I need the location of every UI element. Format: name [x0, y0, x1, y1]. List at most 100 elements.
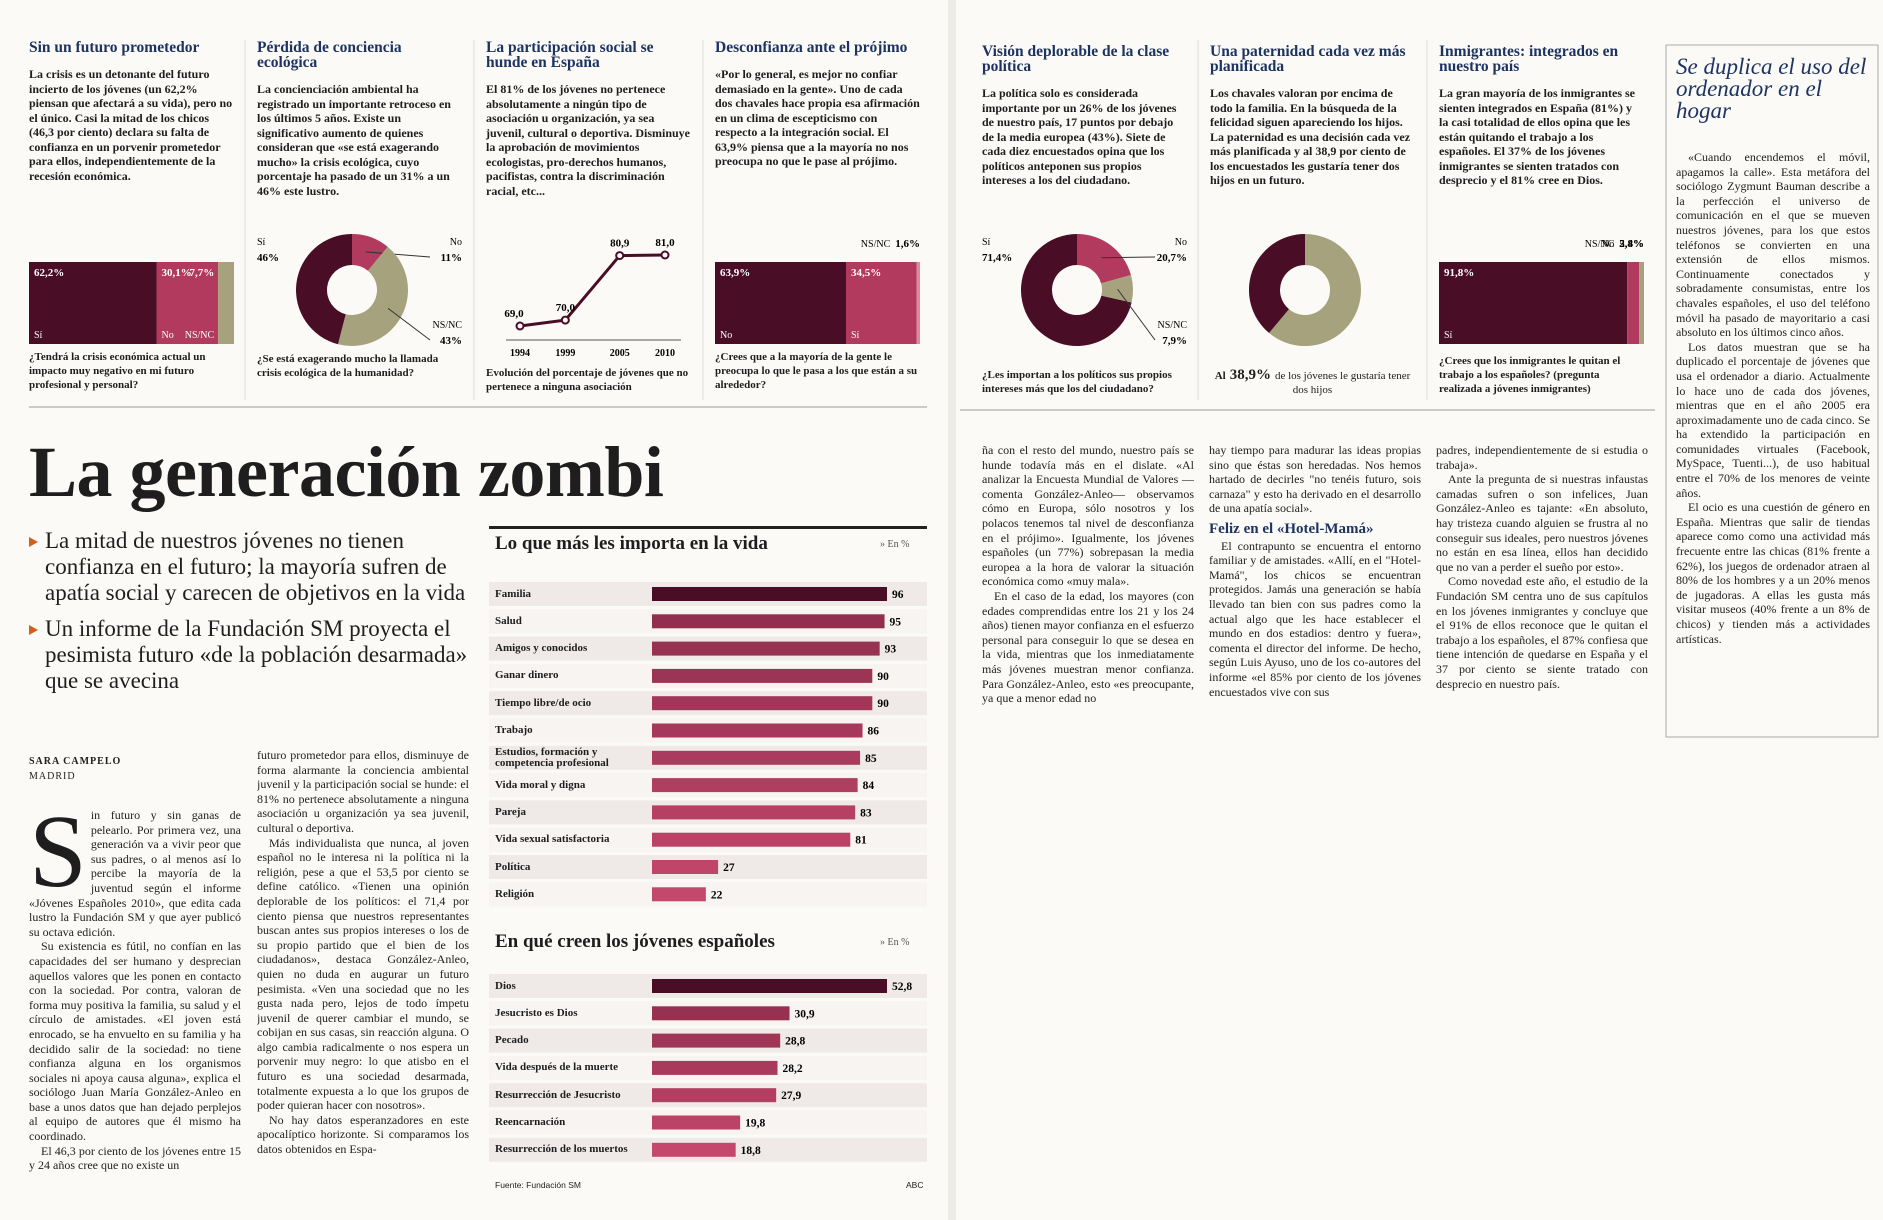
- sidebar-title: Se duplica el uso del ordenador en el ho…: [1676, 54, 1867, 123]
- segment-name: NS/NC: [861, 239, 891, 250]
- bar: [652, 614, 885, 629]
- leader-line: [387, 307, 431, 341]
- sidebar-box: [1665, 44, 1879, 738]
- paragraph: Su existencia es fútil, no confían en la…: [29, 939, 241, 1143]
- bar: [652, 979, 887, 993]
- paragraph: Como novedad este año, el estudio de la …: [1436, 574, 1648, 691]
- point-label: 70,0: [556, 302, 576, 314]
- segment-name: No: [162, 330, 174, 341]
- segment-name: NS/NC: [1158, 320, 1188, 331]
- byline-place: MADRID: [29, 771, 76, 782]
- value-label: 95: [890, 616, 902, 628]
- segment-label: 7,9%: [1162, 335, 1187, 347]
- bar: [652, 887, 706, 902]
- segment-name: NS/NC: [185, 330, 215, 341]
- bar: [652, 1115, 741, 1130]
- category-label: Jesucristo es Dios: [495, 1006, 578, 1019]
- sidebar-body: «Cuando encendemos el móvil, apagamos la…: [1676, 150, 1870, 646]
- value-label: 27: [723, 862, 735, 874]
- panel-text: El 81% de los jóvenes no pertenece absol…: [486, 82, 691, 198]
- category-label: Tiempo libre/de ocio: [495, 696, 592, 709]
- category-label: Religión: [495, 887, 535, 900]
- x-tick-label: 1994: [510, 348, 530, 359]
- panel-caption: ¿Se está exagerando mucho la llamada cri…: [257, 353, 439, 379]
- paragraph: El ocio es una cuestión de género en Esp…: [1676, 500, 1870, 646]
- paragraph: «Cuando encendemos el móvil, apagamos la…: [1676, 150, 1870, 340]
- panel: Desconfianza ante el prójimo «Por lo gene…: [715, 40, 920, 169]
- caption-number: 38,9%: [1229, 367, 1271, 383]
- paragraph-text: padres, independientemente de si estudia…: [1436, 443, 1648, 472]
- article-column: ña con el resto del mundo, nuestro país …: [982, 443, 1194, 743]
- value-label: 27,9: [781, 1090, 801, 1102]
- line-point: [560, 315, 570, 325]
- caption-text: de los jóvenes le gustaría tener dos hij…: [1274, 370, 1411, 396]
- donut-segment: [1077, 234, 1131, 284]
- bar: [652, 750, 861, 765]
- point-label: 81,0: [655, 237, 675, 249]
- value-label: 90: [877, 698, 889, 710]
- line-point: [660, 250, 670, 260]
- bar: [652, 860, 719, 874]
- segment-name: No: [450, 237, 462, 248]
- paragraph-text: Más individualista que nunca, al joven e…: [257, 835, 469, 1113]
- panel-caption: Evolución del porcentaje de jóvenes que …: [486, 367, 689, 393]
- donut-segment: [1249, 234, 1305, 333]
- bar: [652, 723, 863, 738]
- panel-text: La concienciación ambiental ha registrad…: [257, 82, 451, 198]
- value-label: 93: [885, 644, 897, 656]
- value-label: 84: [863, 780, 875, 792]
- bar: [652, 1088, 777, 1103]
- value-label: 81: [855, 835, 867, 847]
- value-label: 19,8: [745, 1118, 765, 1130]
- paragraph: Ante la pregunta de si nuestras infausta…: [1436, 472, 1648, 574]
- paragraph-text: hay tiempo para madurar las ideas propia…: [1209, 443, 1421, 516]
- segment-label: 20,7%: [1157, 252, 1187, 264]
- bar: [652, 1060, 778, 1075]
- caption-text: Al: [1214, 370, 1226, 382]
- sidebar: Se duplica el uso del ordenador en el ho…: [1676, 54, 1870, 646]
- segment-name: No: [1602, 239, 1614, 250]
- category-label: Trabajo: [495, 724, 533, 736]
- donut-segment: [296, 234, 352, 345]
- bar-segment: [29, 262, 157, 344]
- value-label: 90: [877, 671, 889, 683]
- segment-label: 46%: [257, 252, 279, 264]
- value-label: 28,8: [785, 1036, 805, 1048]
- donut-segment: [1101, 275, 1133, 303]
- value-label: 85: [865, 753, 877, 765]
- bullet: Un informe de la Fundación SM proyecta e…: [29, 616, 469, 694]
- bar-segment: [156, 262, 219, 344]
- x-tick-label: 1999: [555, 348, 575, 359]
- subhead: Feliz en el «Hotel-Mamá»: [1209, 520, 1374, 537]
- article-column: padres, independientemente de si estudia…: [1436, 443, 1648, 743]
- category-label: Familia: [495, 587, 532, 600]
- bar: [652, 1033, 781, 1048]
- credit: ABC: [906, 1180, 924, 1190]
- row-band: [489, 882, 927, 907]
- value-label: 96: [892, 589, 904, 601]
- panel-title: Visión deplorable de la clase política: [982, 43, 1170, 75]
- paragraph: No hay datos esperanzadores en este apoc…: [257, 1113, 469, 1157]
- source: Fuente: Fundación SM: [495, 1180, 581, 1190]
- donut-segment: [338, 246, 409, 346]
- paragraph: En el caso de la edad, los mayores (con …: [982, 589, 1194, 706]
- bullet: La mitad de nuestros jóvenes no tienen c…: [29, 528, 469, 606]
- paragraph: Los datos muestran que se ha duplicado e…: [1676, 339, 1870, 500]
- segment-name: NS/NC: [1585, 239, 1615, 250]
- paragraph-text: ña con el resto del mundo, nuestro país …: [982, 443, 1194, 589]
- panel-text: La crisis es un detonante del futuro inc…: [29, 67, 233, 183]
- bar-segment: [916, 262, 920, 344]
- panel: Sin un futuro prometedor La crisis es un …: [29, 40, 234, 183]
- chart-title: Lo que más les importa en la vida: [495, 533, 768, 554]
- panel-title: Inmigrantes: integrados en nuestro país: [1439, 43, 1619, 75]
- category-label: Estudios, formación y competencia profes…: [495, 745, 609, 769]
- category-label: Vida moral y digna: [495, 778, 586, 791]
- x-tick-label: 2005: [610, 348, 630, 359]
- segment-label: 43%: [440, 335, 462, 347]
- value-label: 28,2: [783, 1063, 803, 1075]
- segment-label: 62,2%: [34, 267, 64, 279]
- paragraph-text: Como novedad este año, el estudio de la …: [1436, 574, 1648, 691]
- segment-label: 63,9%: [720, 267, 750, 279]
- bar-segment: [218, 262, 234, 344]
